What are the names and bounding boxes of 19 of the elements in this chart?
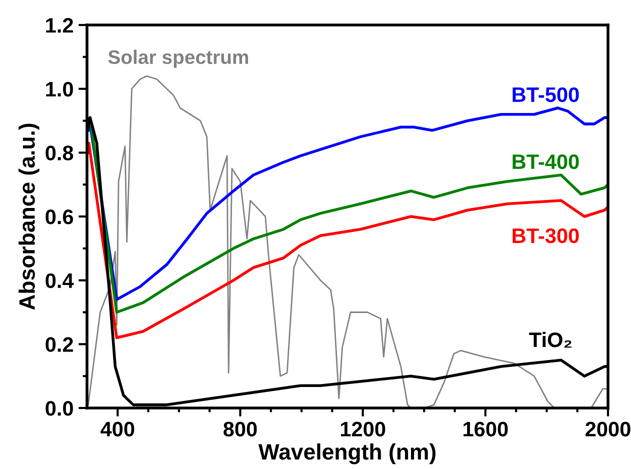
- series-label: TiO₂: [529, 332, 572, 348]
- series-label: Solar spectrum: [108, 50, 248, 68]
- y-tick-label: 1.2: [46, 18, 73, 33]
- series-label: BT-400: [512, 154, 579, 170]
- x-tick-label: 800: [224, 422, 257, 436]
- y-tick-label: 0.8: [46, 146, 74, 160]
- x-axis-title: Wavelength (nm): [258, 443, 436, 464]
- y-axis-title: Absorbance (a.u.): [18, 124, 40, 310]
- x-tick-label: 1200: [340, 422, 386, 436]
- y-tick-label: 0.0: [46, 401, 73, 416]
- y-tick-label: 1.0: [46, 82, 73, 97]
- x-tick-label: 400: [100, 422, 134, 436]
- series-label: BT-500: [512, 87, 579, 102]
- y-tick-label: 0.6: [46, 210, 74, 224]
- x-tick-label: 1600: [464, 422, 508, 436]
- series-label: BT-300: [512, 228, 579, 244]
- y-tick-label: 0.2: [46, 337, 73, 352]
- x-tick-label: 2000: [586, 422, 630, 436]
- y-tick-label: 0.4: [46, 273, 74, 288]
